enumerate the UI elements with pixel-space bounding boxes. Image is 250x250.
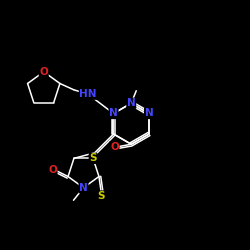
Text: O: O — [48, 165, 57, 175]
Text: N: N — [79, 183, 88, 193]
Text: S: S — [98, 191, 105, 201]
Text: N: N — [109, 108, 118, 118]
Text: HN: HN — [80, 89, 97, 99]
Text: O: O — [40, 67, 48, 77]
Text: O: O — [110, 142, 119, 152]
Text: N: N — [127, 98, 136, 108]
Text: S: S — [89, 153, 97, 163]
Text: N: N — [145, 108, 154, 118]
